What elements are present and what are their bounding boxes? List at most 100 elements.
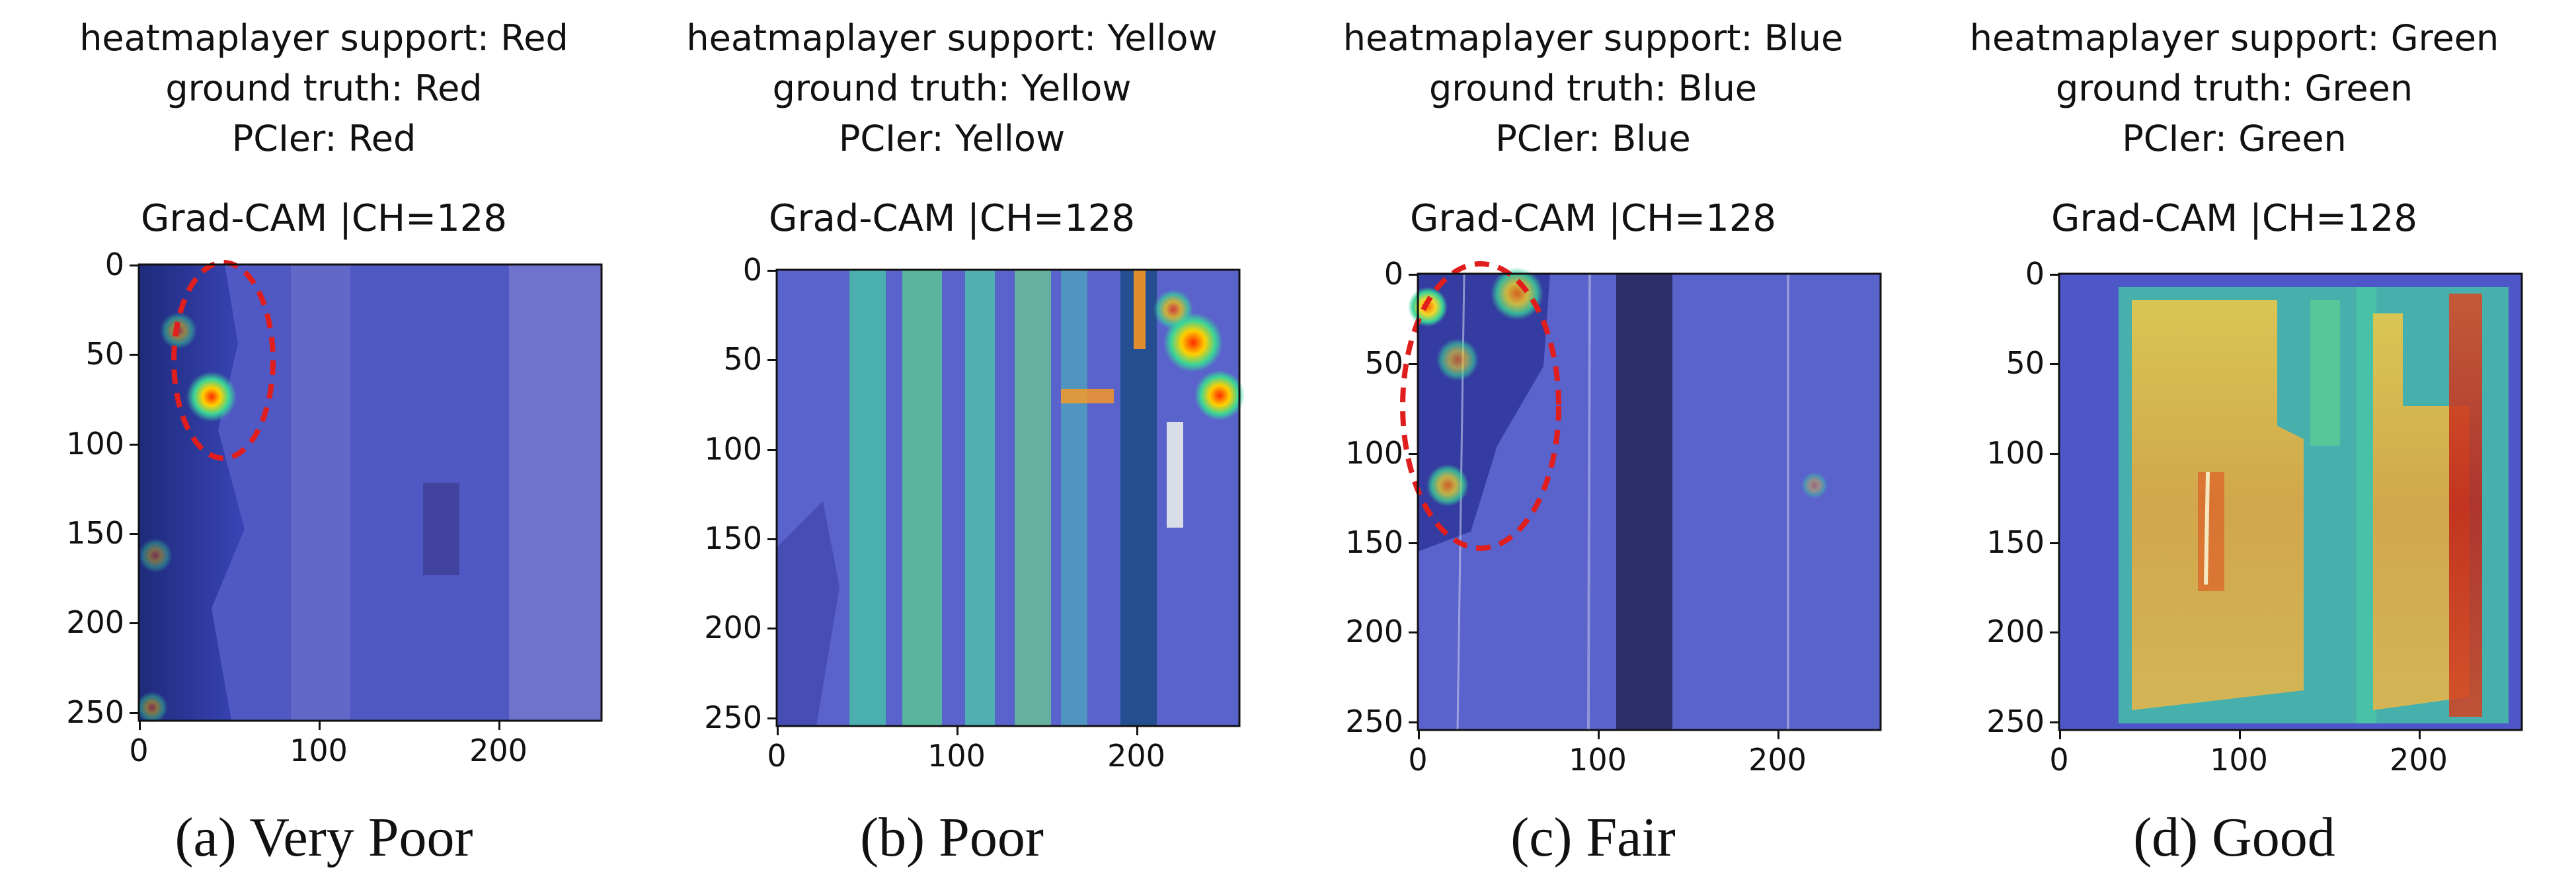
panel-header: heatmaplayer support: Green ground truth… bbox=[1917, 13, 2552, 164]
ytick-label: 100 bbox=[1345, 435, 1403, 471]
ytick-mark bbox=[130, 264, 139, 266]
panel-good: heatmaplayer support: Green ground truth… bbox=[1917, 0, 2552, 892]
xtick-label: 200 bbox=[1107, 738, 1165, 774]
xtick-label: 200 bbox=[1748, 742, 1807, 778]
plot-title: Grad-CAM |CH=128 bbox=[769, 197, 1135, 240]
xtick-label: 100 bbox=[290, 733, 348, 768]
plot-title: Grad-CAM |CH=128 bbox=[1410, 197, 1776, 240]
panel-fair: heatmaplayer support: Blue ground truth:… bbox=[1276, 0, 1910, 892]
header-pcier: PCIer: Blue bbox=[1495, 118, 1691, 159]
gradcam-heatmap-image bbox=[775, 268, 1245, 727]
ytick-mark bbox=[2050, 631, 2059, 633]
panel-header: heatmaplayer support: Yellow ground trut… bbox=[635, 13, 1269, 164]
xtick-mark bbox=[139, 721, 141, 730]
ytick-label: 250 bbox=[1986, 704, 2045, 739]
gradcam-heatmap-image bbox=[136, 260, 603, 723]
header-ground-truth: ground truth: Yellow bbox=[772, 67, 1132, 109]
plot-title: Grad-CAM |CH=128 bbox=[2051, 197, 2417, 240]
ytick-mark bbox=[1409, 721, 1418, 723]
ytick-mark bbox=[2050, 542, 2059, 544]
header-pcier: PCIer: Yellow bbox=[838, 118, 1066, 159]
ytick-mark bbox=[767, 449, 777, 451]
ytick-mark bbox=[130, 622, 139, 624]
ytick-label: 100 bbox=[704, 431, 762, 467]
ytick-label: 250 bbox=[1345, 704, 1403, 739]
panel-caption: (c) Fair bbox=[1510, 807, 1676, 868]
xtick-mark bbox=[319, 721, 321, 730]
panel-caption: (d) Good bbox=[2133, 807, 2335, 868]
header-ground-truth: ground truth: Red bbox=[165, 67, 483, 109]
header-ground-truth: ground truth: Green bbox=[2055, 67, 2413, 109]
ytick-label: 0 bbox=[2025, 256, 2045, 292]
ytick-mark bbox=[1409, 631, 1418, 633]
header-heatmap-support: heatmaplayer support: Yellow bbox=[686, 17, 1218, 59]
ytick-mark bbox=[130, 712, 139, 714]
ytick-mark bbox=[1409, 542, 1418, 544]
xtick-mark bbox=[2419, 730, 2421, 739]
header-pcier: PCIer: Red bbox=[231, 118, 416, 159]
panel-caption: (b) Poor bbox=[860, 807, 1044, 868]
header-heatmap-support: heatmaplayer support: Green bbox=[1969, 17, 2499, 59]
ytick-mark bbox=[130, 444, 139, 446]
ytick-mark bbox=[130, 354, 139, 356]
xtick-label: 0 bbox=[767, 738, 787, 774]
ytick-mark bbox=[1409, 453, 1418, 455]
ytick-label: 150 bbox=[66, 515, 124, 551]
header-heatmap-support: heatmaplayer support: Red bbox=[79, 17, 568, 59]
ytick-mark bbox=[767, 628, 777, 629]
ytick-label: 100 bbox=[66, 426, 124, 462]
xtick-label: 0 bbox=[129, 733, 149, 768]
ytick-label: 200 bbox=[66, 604, 124, 640]
ytick-label: 250 bbox=[66, 694, 124, 730]
ytick-mark bbox=[767, 538, 777, 540]
ytick-mark bbox=[2050, 453, 2059, 455]
xtick-mark bbox=[1418, 730, 1420, 739]
ytick-mark bbox=[767, 717, 777, 719]
ytick-label: 50 bbox=[723, 341, 762, 377]
ytick-label: 150 bbox=[1986, 524, 2045, 560]
ytick-label: 200 bbox=[1345, 614, 1403, 649]
ytick-mark bbox=[1409, 363, 1418, 365]
panel-caption: (a) Very Poor bbox=[175, 807, 473, 868]
xtick-mark bbox=[1598, 730, 1600, 739]
panel-header: heatmaplayer support: Red ground truth: … bbox=[7, 13, 641, 164]
ytick-mark bbox=[130, 533, 139, 535]
xtick-label: 100 bbox=[1569, 742, 1627, 778]
panel-very-poor: heatmaplayer support: Red ground truth: … bbox=[7, 0, 641, 892]
xtick-mark bbox=[2239, 730, 2241, 739]
ytick-mark bbox=[1409, 274, 1418, 276]
ytick-label: 200 bbox=[704, 610, 762, 645]
gradcam-heatmap-image bbox=[1400, 261, 1882, 731]
xtick-mark bbox=[1777, 730, 1779, 739]
ytick-label: 150 bbox=[1345, 524, 1403, 560]
ytick-label: 50 bbox=[2006, 345, 2045, 381]
ytick-label: 0 bbox=[1384, 256, 1403, 292]
xtick-label: 100 bbox=[927, 738, 986, 774]
header-pcier: PCIer: Green bbox=[2122, 118, 2347, 159]
xtick-label: 100 bbox=[2210, 742, 2268, 778]
ytick-mark bbox=[767, 359, 777, 361]
xtick-label: 0 bbox=[1408, 742, 1428, 778]
panel-header: heatmaplayer support: Blue ground truth:… bbox=[1276, 13, 1910, 164]
ytick-label: 0 bbox=[742, 252, 762, 288]
ytick-label: 50 bbox=[1364, 345, 1403, 381]
xtick-mark bbox=[2059, 730, 2061, 739]
xtick-mark bbox=[498, 721, 500, 730]
panel-poor: heatmaplayer support: Yellow ground trut… bbox=[635, 0, 1269, 892]
ytick-label: 150 bbox=[704, 520, 762, 556]
xtick-mark bbox=[777, 726, 779, 735]
xtick-mark bbox=[956, 726, 958, 735]
xtick-label: 0 bbox=[2049, 742, 2069, 778]
ytick-label: 250 bbox=[704, 700, 762, 735]
header-ground-truth: ground truth: Blue bbox=[1428, 67, 1758, 109]
ytick-mark bbox=[2050, 274, 2059, 276]
xtick-mark bbox=[1136, 726, 1138, 735]
ytick-mark bbox=[767, 270, 777, 272]
ytick-mark bbox=[2050, 363, 2059, 365]
ytick-label: 200 bbox=[1986, 614, 2045, 649]
ytick-label: 50 bbox=[85, 336, 124, 372]
ytick-label: 0 bbox=[104, 247, 124, 282]
xtick-label: 200 bbox=[469, 733, 527, 768]
gradcam-heatmap-image bbox=[2058, 272, 2523, 731]
ytick-label: 100 bbox=[1986, 435, 2045, 471]
